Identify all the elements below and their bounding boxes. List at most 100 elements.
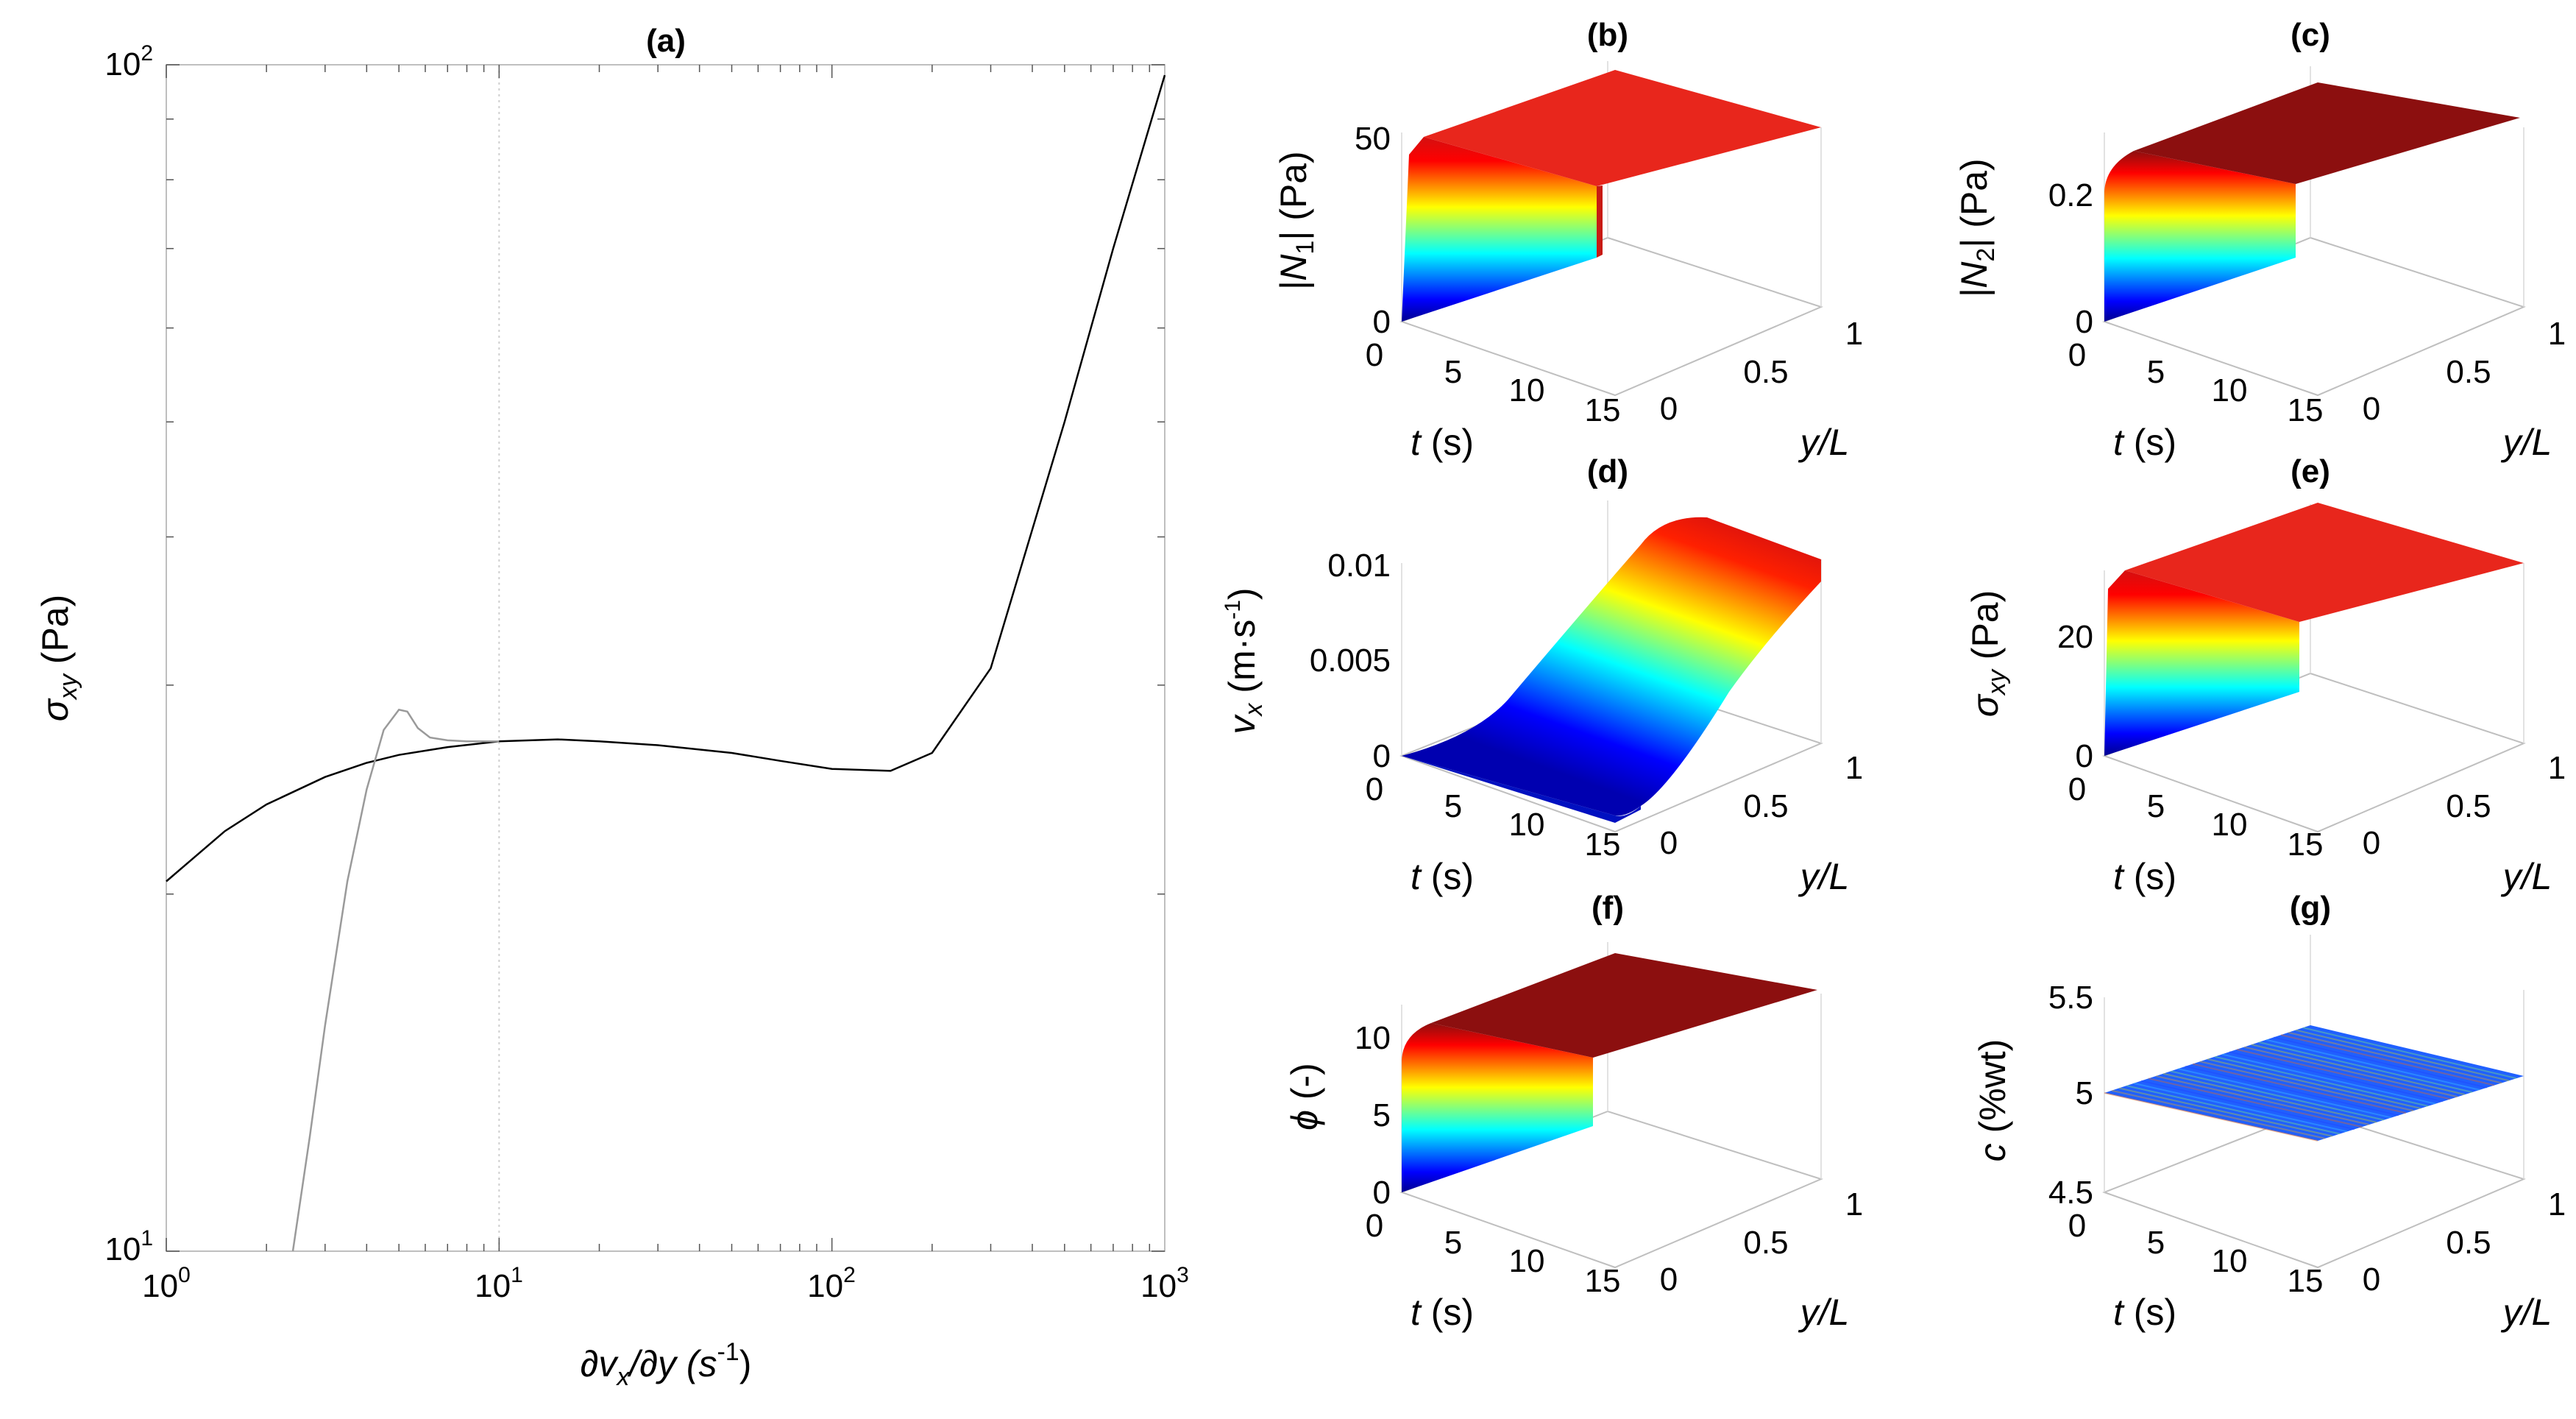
panel-e-ytick-0: 0 (2363, 825, 2380, 861)
panel-g-ttick-2: 10 (2212, 1243, 2248, 1279)
panel-d-ttick-0: 0 (1366, 771, 1383, 807)
panel-e-ttick-2: 10 (2212, 807, 2248, 843)
panel-e-ztick-0: 20 (2057, 619, 2093, 655)
panel-g: (g) 5.5 5 4.5 0 5 10 15 0 0.5 1 t (s) y/… (1972, 890, 2566, 1333)
panel-f-ztick-2: 0 (1373, 1175, 1391, 1211)
panel-g-ytick-1: 0.5 (2446, 1225, 2491, 1261)
panel-a-title: (a) (646, 23, 686, 59)
panel-g-stripe (2140, 1080, 2355, 1130)
panel-e-surface-top (2125, 503, 2524, 622)
panel-e-ylabel: y/L (2501, 856, 2552, 897)
panel-c-ylabel: y/L (2501, 422, 2552, 463)
panel-b-zlabel: |N1| (Pa) (1273, 151, 1319, 290)
panel-g-stripe (2170, 1070, 2385, 1121)
panel-g-stripe (2243, 1046, 2458, 1098)
panel-d-surface (1402, 517, 1821, 816)
panel-d-ylabel: y/L (1798, 856, 1850, 897)
panel-f-zlabel: ϕ (-) (1284, 1063, 1325, 1130)
panel-g-stripe (2302, 1027, 2517, 1080)
panel-d-ztick-2: 0 (1373, 738, 1391, 774)
panel-e-tlabel: t (s) (2113, 856, 2176, 897)
panel-d-tlabel: t (s) (1411, 856, 1474, 897)
panel-g-surface-stripes (2104, 1027, 2517, 1142)
panel-d-ttick-3: 15 (1585, 827, 1621, 863)
panel-g-zlabel: c (%wt) (1972, 1039, 2013, 1162)
panel-a-minor-ticks (166, 64, 1165, 1252)
panel-b: (b) 50 0 0 5 10 15 0 0.5 1 t (s) y/L |N1… (1273, 17, 1863, 463)
panel-g-stripe (2118, 1087, 2333, 1137)
panel-g-stripe (2273, 1036, 2488, 1089)
panel-a-xtick-1: 101 (475, 1263, 523, 1304)
panel-d-ytick-2: 1 (1845, 750, 1863, 786)
panel-f: (f) 10 5 0 0 5 10 15 0 0.5 1 t (s) y/L ϕ… (1284, 890, 1863, 1333)
panel-g-stripe (2177, 1068, 2392, 1119)
panel-g-ztick-0: 5.5 (2048, 980, 2093, 1016)
panel-g-stripe (2207, 1058, 2421, 1109)
panel-e-ttick-3: 15 (2288, 827, 2324, 863)
panel-c-ttick-3: 15 (2288, 392, 2324, 428)
panel-d-ztick-0: 0.01 (1327, 548, 1391, 584)
panel-e: (e) 20 0 0 5 10 15 0 0.5 1 t (s) y/L σxy… (1965, 453, 2566, 897)
panel-g-ttick-0: 0 (2068, 1208, 2086, 1244)
panel-c-zlabel: |N2| (Pa) (1954, 158, 2000, 297)
panel-g-ztick-1: 5 (2076, 1075, 2093, 1111)
panel-b-title: (b) (1587, 17, 1628, 53)
panel-g-stripe (2236, 1048, 2451, 1100)
panel-f-ylabel: y/L (1798, 1292, 1850, 1333)
panel-b-ytick-0: 0 (1660, 391, 1678, 427)
panel-b-ytick-1: 0.5 (1743, 354, 1788, 390)
panel-g-stripe (2111, 1089, 2326, 1139)
panel-b-ttick-2: 10 (1509, 372, 1545, 408)
panel-g-stripe (2126, 1085, 2341, 1135)
panel-a-ylabel: σxy (Pa) (35, 595, 82, 722)
panel-e-ttick-0: 0 (2068, 771, 2086, 807)
panel-c-ztick-1: 0 (2076, 304, 2093, 340)
panel-g-stripe (2133, 1082, 2348, 1133)
panel-e-zlabel: σxy (Pa) (1965, 590, 2011, 718)
panel-g-stripe (2295, 1029, 2510, 1082)
panel-b-ttick-1: 5 (1444, 354, 1462, 390)
panel-c-ttick-0: 0 (2068, 337, 2086, 373)
panel-g-stripe (2162, 1072, 2377, 1123)
panel-e-surface-front (2104, 570, 2299, 756)
panel-b-ztick-1: 0 (1373, 304, 1391, 340)
panel-g-stripe (2148, 1077, 2363, 1128)
panel-f-title: (f) (1592, 890, 1624, 926)
panel-f-ytick-0: 0 (1660, 1261, 1678, 1298)
panel-f-ytick-2: 1 (1845, 1186, 1863, 1222)
panel-b-ylabel: y/L (1798, 422, 1850, 463)
panel-g-stripe (2155, 1075, 2370, 1125)
panel-d-ttick-2: 10 (1509, 807, 1545, 843)
panel-g-title: (g) (2290, 890, 2331, 926)
panel-g-ttick-1: 5 (2147, 1225, 2165, 1261)
panel-e-ttick-1: 5 (2147, 788, 2165, 824)
panel-a-ytick-1: 102 (104, 41, 153, 82)
panel-b-ttick-0: 0 (1366, 337, 1383, 373)
panel-f-ttick-1: 5 (1444, 1225, 1462, 1261)
panel-g-ytick-0: 0 (2363, 1261, 2380, 1298)
panel-b-surface-top (1424, 70, 1821, 186)
panel-c-surface-front (2104, 151, 2296, 322)
panel-d-ytick-0: 0 (1660, 825, 1678, 861)
panel-b-ttick-3: 15 (1585, 392, 1621, 428)
panel-f-ztick-1: 5 (1373, 1097, 1391, 1133)
panel-f-surface-front (1402, 1023, 1593, 1192)
panel-c-ttick-1: 5 (2147, 354, 2165, 390)
panel-a: (a) 100 101 102 103 101 102 ∂vx/∂y (s-1)… (35, 23, 1189, 1391)
panel-g-stripe (2104, 1092, 2318, 1142)
panel-c-title: (c) (2291, 17, 2330, 53)
panel-a-xtick-3: 103 (1140, 1263, 1189, 1304)
panel-e-ytick-1: 0.5 (2446, 788, 2491, 824)
panel-a-frame (166, 64, 1165, 1252)
panel-d-surface-edge (1402, 756, 1641, 823)
series-transient (291, 708, 500, 1252)
series-flow-curve (166, 74, 1166, 882)
panel-g-stripe (2185, 1065, 2399, 1117)
panel-d-ytick-1: 0.5 (1743, 788, 1788, 824)
panel-c-surface-top (2134, 82, 2520, 184)
panel-c-ttick-2: 10 (2212, 372, 2248, 408)
panel-d-ttick-1: 5 (1444, 788, 1462, 824)
panel-f-surface-top (1431, 953, 1817, 1058)
panel-a-ytick-0: 101 (104, 1226, 153, 1267)
panel-c-ytick-2: 1 (2548, 316, 2566, 352)
